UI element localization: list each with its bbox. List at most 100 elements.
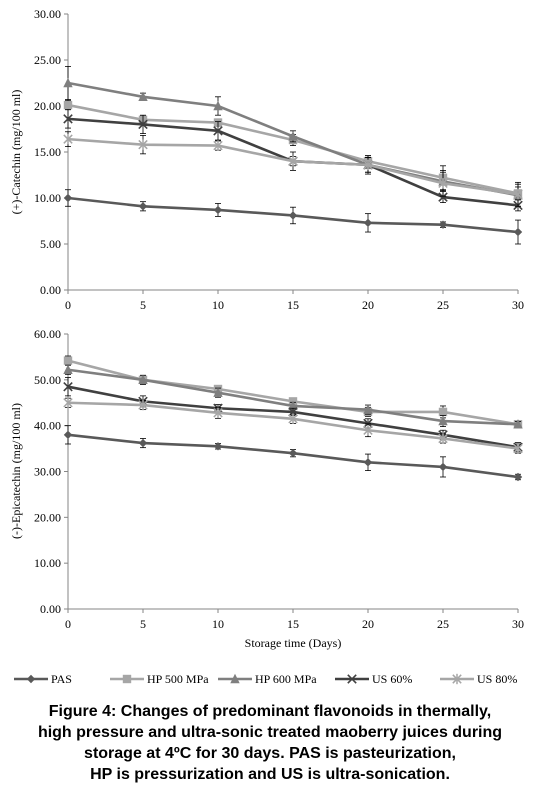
data-point bbox=[138, 399, 148, 411]
data-point bbox=[63, 100, 73, 110]
y-tick-label: 0.00 bbox=[40, 602, 61, 616]
catechin-y-axis-title: (+)-Catechin (mg/100 ml) bbox=[9, 90, 23, 215]
x-tick-label: 0 bbox=[65, 617, 71, 631]
data-point bbox=[363, 425, 373, 436]
legend-label: HP 500 MPa bbox=[147, 672, 209, 686]
legend-label: PAS bbox=[51, 672, 72, 686]
y-tick-label: 30.00 bbox=[34, 7, 61, 21]
y-tick-label: 20.00 bbox=[34, 510, 61, 524]
legend-item-us-80-: US 80% bbox=[440, 672, 517, 686]
data-point bbox=[63, 193, 73, 203]
legend-marker bbox=[230, 673, 240, 684]
epicatechin-y-axis-title: (-)-Epicatechin (mg/100 ml) bbox=[9, 403, 23, 539]
catechin-series bbox=[63, 66, 523, 245]
data-point bbox=[438, 415, 448, 426]
x-tick-label: 5 bbox=[140, 298, 146, 312]
data-point bbox=[63, 133, 73, 145]
legend-item-pas: PAS bbox=[14, 672, 72, 686]
caption-line-3: storage at 4ºC for 30 days. PAS is paste… bbox=[84, 745, 456, 762]
catechin-x-ticks: 0 5 10 15 20 25 30 bbox=[65, 290, 524, 312]
data-point bbox=[213, 205, 223, 215]
y-tick-label: 60.00 bbox=[34, 327, 61, 341]
data-point bbox=[138, 119, 148, 130]
y-tick-label: 25.00 bbox=[34, 53, 61, 67]
data-point bbox=[63, 364, 73, 374]
x-tick-label: 15 bbox=[287, 298, 299, 312]
y-tick-label: 10.00 bbox=[34, 556, 61, 570]
x-tick-label: 0 bbox=[65, 298, 71, 312]
data-point bbox=[363, 418, 373, 429]
data-point bbox=[63, 430, 73, 440]
data-point bbox=[138, 438, 148, 448]
x-tick-label: 15 bbox=[287, 617, 299, 631]
data-point bbox=[513, 419, 523, 429]
data-point bbox=[363, 218, 373, 228]
x-tick-label: 25 bbox=[437, 617, 449, 631]
legend-item-us-60-: US 60% bbox=[335, 672, 412, 686]
data-point bbox=[513, 472, 523, 482]
data-point bbox=[438, 407, 448, 417]
data-point bbox=[288, 448, 298, 458]
caption-line-1: Figure 4: Changes of predominant flavono… bbox=[48, 703, 492, 720]
legend-label: US 60% bbox=[372, 672, 412, 686]
legend-item-hp-500-mpa: HP 500 MPa bbox=[110, 672, 209, 686]
x-tick-label: 5 bbox=[140, 617, 146, 631]
data-point bbox=[363, 159, 373, 171]
figure: (+)-Catechin (mg/100 ml) 0.00 5.00 10.00 15… bbox=[9, 7, 524, 686]
caption-line-2: high pressure and ultra-sonic treated ma… bbox=[37, 724, 503, 741]
legend-item-hp-600-mpa: HP 600 MPa bbox=[218, 672, 317, 686]
data-point bbox=[63, 77, 73, 88]
data-point bbox=[363, 458, 373, 467]
y-tick-label: 30.00 bbox=[34, 465, 61, 479]
epicatechin-series bbox=[63, 355, 523, 482]
data-point bbox=[288, 156, 298, 167]
data-point bbox=[288, 211, 298, 220]
data-point bbox=[213, 100, 223, 111]
data-point bbox=[288, 413, 298, 424]
y-tick-label: 20.00 bbox=[34, 99, 61, 113]
caption-line-4: HP is pressurization and US is ultra-son… bbox=[90, 766, 450, 783]
x-axis-title: Storage time (Days) bbox=[245, 636, 342, 650]
epicatechin-chart: (-)-Epicatechin (mg/100 ml) 0.00 10.00 20.… bbox=[9, 327, 524, 650]
y-tick-label: 40.00 bbox=[34, 419, 61, 433]
series-pas bbox=[63, 425, 523, 482]
data-point bbox=[513, 443, 523, 454]
data-point bbox=[138, 202, 148, 211]
x-tick-label: 30 bbox=[512, 298, 524, 312]
data-point bbox=[288, 400, 298, 411]
data-point bbox=[63, 114, 73, 124]
data-point bbox=[438, 433, 448, 444]
legend-label: US 80% bbox=[477, 672, 517, 686]
epicatechin-y-ticks: 0.00 10.00 20.00 30.00 40.00 50.00 60.00 bbox=[34, 327, 68, 616]
data-point bbox=[438, 178, 448, 189]
data-point bbox=[213, 387, 223, 397]
legend-label: HP 600 MPa bbox=[255, 672, 317, 686]
y-tick-label: 50.00 bbox=[34, 373, 61, 387]
data-point bbox=[513, 227, 523, 237]
catechin-chart: (+)-Catechin (mg/100 ml) 0.00 5.00 10.00 15… bbox=[9, 7, 524, 312]
catechin-y-ticks: 0.00 5.00 10.00 15.00 20.00 25.00 30.00 bbox=[34, 7, 68, 297]
x-tick-label: 10 bbox=[212, 298, 224, 312]
data-point bbox=[213, 126, 223, 136]
y-tick-label: 0.00 bbox=[40, 283, 61, 297]
data-point bbox=[138, 374, 148, 385]
data-point bbox=[63, 381, 73, 392]
data-point bbox=[63, 397, 73, 408]
y-tick-label: 10.00 bbox=[34, 191, 61, 205]
data-point bbox=[63, 356, 73, 365]
data-point bbox=[438, 192, 448, 202]
data-point bbox=[363, 404, 373, 414]
series-line bbox=[67, 103, 519, 195]
legend-marker bbox=[347, 674, 357, 684]
x-tick-label: 20 bbox=[362, 617, 374, 631]
x-tick-label: 25 bbox=[437, 298, 449, 312]
data-point bbox=[513, 189, 523, 200]
data-point bbox=[213, 442, 223, 451]
data-point bbox=[138, 139, 148, 150]
series-hp-600-mpa bbox=[63, 364, 523, 429]
y-tick-label: 15.00 bbox=[34, 145, 61, 159]
legend-marker bbox=[26, 674, 36, 684]
series-pas bbox=[63, 189, 523, 245]
legend-marker bbox=[452, 673, 462, 685]
data-point bbox=[213, 140, 223, 151]
